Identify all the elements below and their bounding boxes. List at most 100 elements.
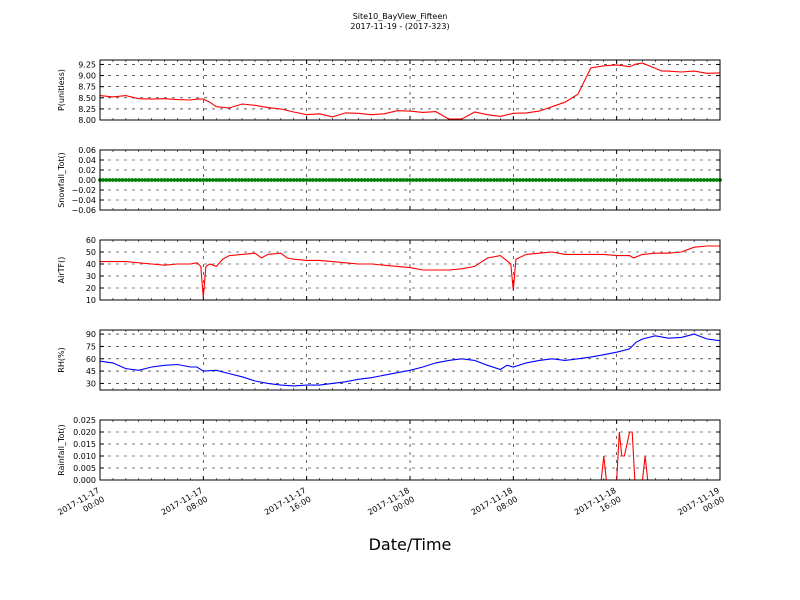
- y-tick-label: 60: [86, 355, 96, 364]
- data-point: [111, 178, 115, 182]
- data-point: [259, 178, 264, 182]
- y-tick-label: 0.005: [73, 464, 96, 473]
- data-point: [495, 178, 500, 182]
- data-point: [517, 178, 522, 182]
- data-point: [475, 178, 480, 182]
- data-point: [379, 178, 383, 182]
- data-point: [647, 178, 651, 182]
- data-point: [427, 178, 432, 182]
- data-point: [392, 178, 396, 182]
- data-point: [233, 178, 238, 182]
- data-point: [550, 178, 554, 182]
- data-point: [637, 178, 642, 182]
- y-tick-label: 0.02: [78, 166, 96, 175]
- y-tick-label: 0.06: [78, 146, 96, 155]
- data-point: [508, 178, 512, 182]
- data-point: [123, 178, 128, 182]
- data-point: [530, 178, 535, 182]
- data-point: [350, 178, 354, 182]
- y-tick-label: 0.020: [73, 428, 96, 437]
- data-point: [269, 178, 273, 182]
- data-point: [553, 178, 558, 182]
- data-point: [195, 178, 199, 182]
- x-tick-label: 2017-11-1900:00: [676, 486, 726, 526]
- y-tick-label: 75: [86, 342, 96, 351]
- data-point: [682, 178, 687, 182]
- axes-frame: [99, 329, 721, 391]
- y-tick-label: 9.25: [78, 60, 96, 69]
- y-axis-label: Rainfall_Tot(): [57, 424, 66, 476]
- data-point: [524, 178, 529, 182]
- data-point: [514, 178, 519, 182]
- data-point: [243, 178, 248, 182]
- axes-frame: [99, 239, 721, 301]
- data-point: [592, 178, 596, 182]
- data-point: [291, 178, 296, 182]
- data-point: [385, 178, 390, 182]
- data-point: [582, 178, 587, 182]
- data-point: [569, 178, 574, 182]
- y-tick-label: 0.025: [73, 416, 96, 425]
- x-tick-label: 2017-11-1816:00: [573, 486, 623, 526]
- data-point: [182, 178, 186, 182]
- data-point: [424, 178, 428, 182]
- subplots: 8.00 8.25 8.50 8.75 9.00 9.25 P(unitless) −0.06…: [56, 59, 726, 526]
- data-point: [540, 178, 545, 182]
- data-point: [140, 178, 144, 182]
- series-line: [99, 333, 721, 387]
- series-line: [100, 245, 720, 298]
- data-point: [298, 178, 303, 182]
- data-point: [146, 178, 151, 182]
- data-point: [566, 178, 571, 182]
- data-point: [295, 178, 299, 182]
- data-point: [411, 178, 416, 182]
- y-tick-label: 60: [86, 236, 96, 245]
- data-point: [340, 178, 345, 182]
- data-point: [511, 178, 516, 182]
- y-tick-label: 0.04: [78, 156, 96, 165]
- data-point: [162, 178, 167, 182]
- data-point: [253, 178, 257, 182]
- data-point: [711, 178, 716, 182]
- data-point: [149, 178, 154, 182]
- data-point: [588, 178, 593, 182]
- data-point: [301, 178, 306, 182]
- data-point: [453, 178, 458, 182]
- data-point: [188, 178, 193, 182]
- y-tick-label: −0.04: [71, 196, 96, 205]
- data-point: [227, 178, 232, 182]
- y-tick-label: 0.010: [73, 452, 96, 461]
- data-point: [266, 178, 270, 182]
- data-point: [136, 178, 141, 182]
- data-point: [595, 178, 600, 182]
- data-point: [472, 178, 477, 182]
- y-tick-label: 45: [86, 367, 96, 376]
- data-point: [572, 178, 577, 182]
- data-point: [585, 178, 590, 182]
- data-point: [663, 178, 667, 182]
- x-tick-label: 2017-11-1716:00: [263, 486, 313, 526]
- x-tick-label: 2017-11-1708:00: [160, 486, 210, 526]
- data-point: [702, 178, 706, 182]
- y-tick-label: 8.50: [78, 94, 96, 103]
- y-tick-label: −0.02: [71, 186, 96, 195]
- data-point: [656, 178, 661, 182]
- data-point: [343, 178, 348, 182]
- y-tick-label: 8.75: [78, 83, 96, 92]
- data-point: [521, 178, 525, 182]
- data-point: [414, 178, 419, 182]
- data-point: [366, 178, 370, 182]
- data-point: [314, 178, 319, 182]
- data-point: [627, 178, 632, 182]
- data-point: [430, 178, 435, 182]
- data-point: [395, 178, 399, 182]
- data-point: [463, 178, 467, 182]
- data-point: [669, 178, 674, 182]
- y-tick-label: 8.00: [78, 116, 96, 125]
- data-point: [359, 178, 364, 182]
- subplot-2: −0.06−0.04−0.020.000.020.040.06 Snowfall_…: [57, 146, 722, 215]
- data-point: [708, 178, 713, 182]
- data-point: [311, 178, 315, 182]
- data-point: [398, 178, 403, 182]
- y-tick-label: 30: [86, 272, 96, 281]
